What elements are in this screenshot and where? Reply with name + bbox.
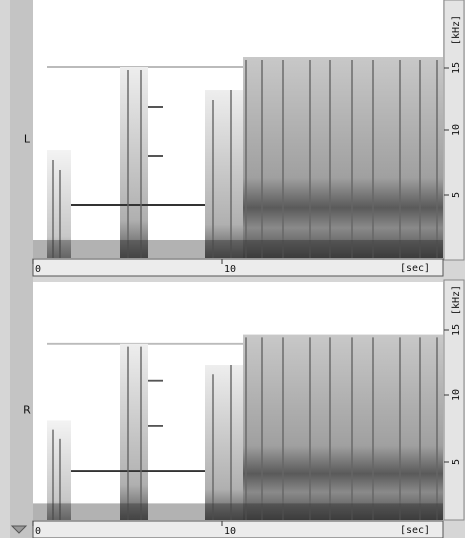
time-tick-label: 10 (224, 526, 236, 537)
channel-label: L (24, 132, 31, 145)
channel-label: R (23, 404, 31, 417)
time-tick-label: 0 (35, 264, 41, 275)
freq-tick-label: 5 (451, 459, 462, 465)
freq-tick-label: 15 (451, 324, 462, 336)
spectrogram-left (33, 0, 443, 258)
time-unit: [sec] (400, 525, 430, 536)
freq-unit: [kHz] (451, 15, 462, 45)
freq-tick-label: 15 (451, 62, 462, 74)
freq-tick-label: 10 (451, 389, 462, 401)
time-unit: [sec] (400, 263, 430, 274)
freq-tick-label: 10 (451, 124, 462, 136)
spectrogram-right (33, 282, 443, 520)
freq-unit: [kHz] (451, 285, 462, 315)
freq-tick-label: 5 (451, 192, 462, 198)
menu-button[interactable] (10, 525, 28, 534)
channel-column (10, 0, 33, 538)
time-tick-label: 10 (224, 264, 236, 275)
time-ruler (32, 520, 444, 538)
time-ruler (32, 258, 444, 277)
freq-ruler (443, 279, 465, 521)
time-tick-label: 0 (35, 526, 41, 537)
